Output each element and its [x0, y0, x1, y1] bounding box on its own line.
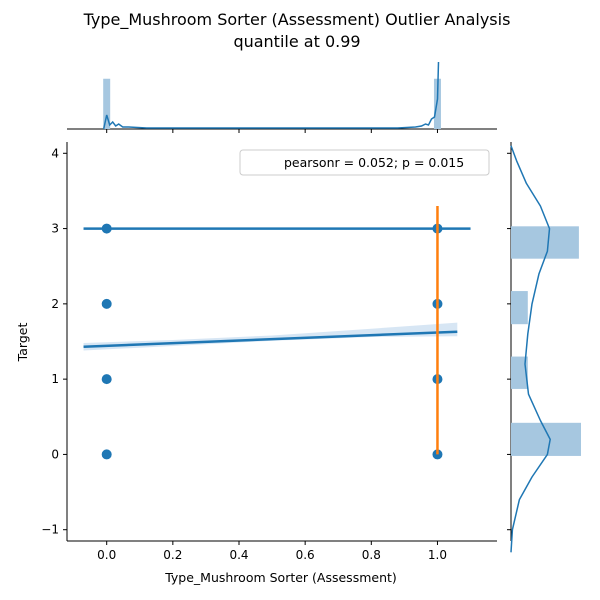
legend-label: pearsonr = 0.052; p = 0.015 — [284, 155, 464, 170]
x-tick-label: 0.0 — [97, 548, 116, 562]
legend: pearsonr = 0.052; p = 0.015 — [239, 149, 490, 176]
data-point — [101, 223, 112, 234]
regression-confidence-band — [83, 322, 458, 351]
x-axis-label: Type_Mushroom Sorter (Assessment) — [164, 570, 397, 585]
y-marginal-kde-curve — [510, 145, 551, 553]
legend-box — [239, 149, 490, 176]
data-point — [101, 298, 112, 309]
x-marginal-distribution — [67, 61, 497, 133]
y-tick-label: 4 — [51, 146, 59, 160]
x-tick-label: 0.4 — [229, 548, 248, 562]
x-tick-label: 1.0 — [428, 548, 447, 562]
x-marginal-kde-curve — [102, 61, 440, 130]
y-tick-label: 2 — [51, 297, 59, 311]
x-tick-label: 0.8 — [362, 548, 381, 562]
y-axis-label: Target — [15, 323, 30, 363]
y-tick-label: −1 — [41, 523, 59, 537]
x-marginal-bar — [433, 78, 441, 129]
y-tick-label: 0 — [51, 447, 59, 461]
x-tick-label: 0.6 — [296, 548, 315, 562]
y-marginal-distribution — [507, 142, 581, 553]
y-marginal-bar — [511, 356, 528, 389]
y-tick-label: 3 — [51, 222, 59, 236]
x-marginal-bar — [103, 78, 111, 129]
y-tick-label: 1 — [51, 372, 59, 386]
y-marginal-bar — [511, 422, 581, 456]
y-marginal-bar — [511, 291, 528, 325]
data-point — [101, 449, 112, 460]
data-point — [101, 374, 112, 385]
chart-subtitle: quantile at 0.99 — [233, 32, 360, 51]
regression-line — [83, 330, 458, 349]
x-tick-label: 0.2 — [163, 548, 182, 562]
main-plot-area: 0.0 0.2 0.4 0.6 0.8 1.0 −1 0 1 2 3 4 — [41, 142, 497, 562]
chart-title: Type_Mushroom Sorter (Assessment) Outlie… — [83, 10, 511, 30]
y-marginal-bar — [511, 226, 579, 259]
